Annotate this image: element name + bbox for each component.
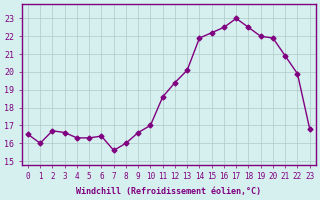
X-axis label: Windchill (Refroidissement éolien,°C): Windchill (Refroidissement éolien,°C): [76, 187, 261, 196]
